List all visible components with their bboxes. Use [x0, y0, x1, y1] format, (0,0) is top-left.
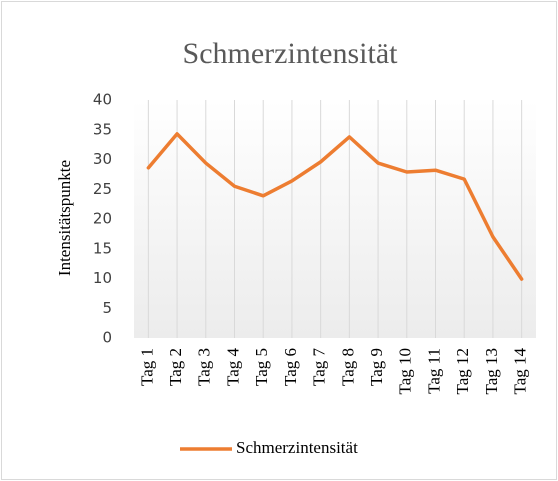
x-tick-label: Tag 12	[453, 348, 472, 395]
legend-label: Schmerzintensität	[236, 438, 358, 457]
y-tick-label: 10	[93, 269, 112, 287]
x-tick-label: Tag 9	[367, 348, 386, 386]
line-series	[146, 132, 524, 281]
x-tick-label: Tag 6	[281, 348, 300, 386]
plot-area	[134, 100, 536, 338]
y-tick-label: 25	[93, 180, 112, 198]
x-tick-label: Tag 8	[338, 348, 357, 386]
x-tick-label: Tag 13	[482, 348, 501, 395]
y-tick-label: 5	[102, 299, 112, 317]
x-tick-label: Tag 7	[310, 348, 329, 386]
x-tick-label: Tag 5	[252, 348, 271, 386]
y-tick-label: 35	[93, 120, 112, 138]
chart-title: Schmerzintensität	[183, 37, 399, 70]
y-tick-label: 20	[93, 210, 112, 228]
y-tick-label: 15	[93, 239, 112, 257]
y-axis-title: Intensitätspunkte	[55, 160, 74, 276]
x-tick-label: Tag 10	[396, 348, 415, 395]
x-tick-label: Tag 1	[137, 348, 156, 386]
x-tick-label: Tag 14	[511, 348, 530, 395]
y-tick-label: 30	[93, 150, 112, 168]
x-tick-label: Tag 11	[424, 348, 443, 394]
x-tick-label: Tag 4	[223, 348, 242, 386]
x-tick-label: Tag 3	[195, 348, 214, 386]
y-tick-label: 0	[102, 329, 112, 347]
x-tick-label: Tag 2	[166, 348, 185, 386]
y-tick-label: 40	[93, 91, 112, 109]
